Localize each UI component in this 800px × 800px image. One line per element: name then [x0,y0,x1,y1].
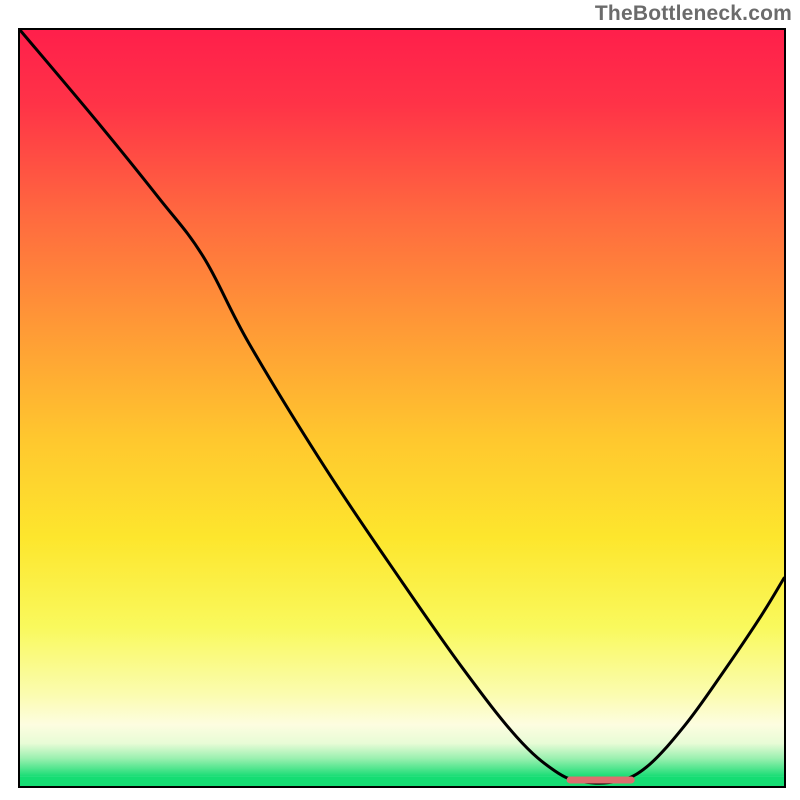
chart-container: TheBottleneck.com [0,0,800,800]
chart-svg [20,30,784,786]
bottom-band [20,777,784,786]
plot-border [18,28,786,788]
gradient-background [20,30,784,777]
plot-area [20,30,784,786]
watermark-text: TheBottleneck.com [595,2,792,26]
